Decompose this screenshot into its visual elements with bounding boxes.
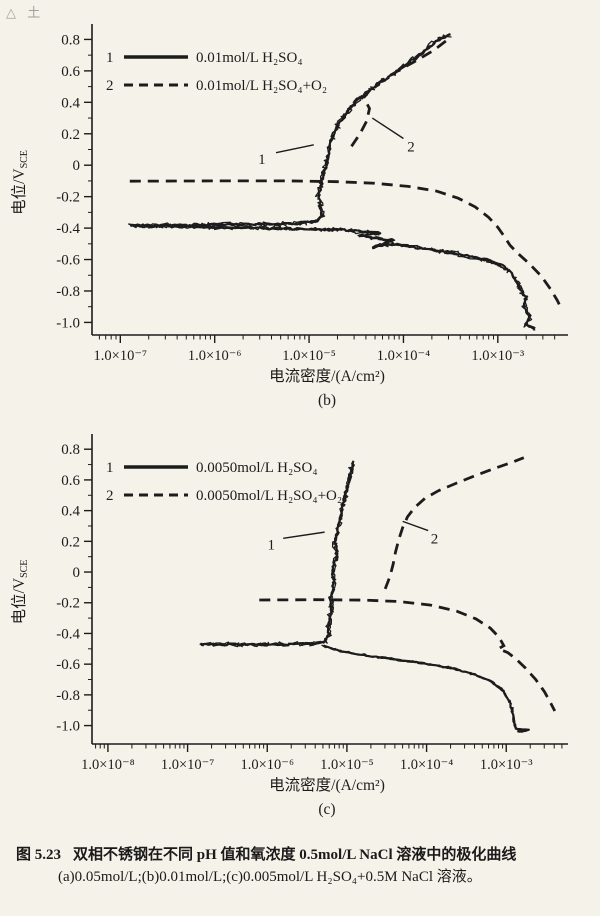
- polarization-chart-b: 0.8 0.6 0.4 0.2 0 -0.2 -0.4 -0.6 -0.8 -1.0 1.0×10⁻…: [10, 24, 568, 409]
- svg-text:1.0×10⁻⁴: 1.0×10⁻⁴: [400, 757, 454, 773]
- svg-text:电位/VSCE: 电位/VSCE: [10, 560, 30, 625]
- svg-text:2: 2: [407, 139, 415, 155]
- svg-text:(c): (c): [318, 801, 335, 818]
- svg-text:2: 2: [106, 488, 114, 504]
- svg-text:0.0050mol/L H₂SO₄: 0.0050mol/L H₂SO₄: [196, 460, 318, 476]
- svg-text:1.0×10⁻⁸: 1.0×10⁻⁸: [81, 757, 135, 773]
- svg-text:-0.2: -0.2: [56, 190, 80, 206]
- svg-text:0.0050mol/L H₂SO₄+O₂: 0.0050mol/L H₂SO₄+O₂: [196, 488, 342, 504]
- svg-text:-0.2: -0.2: [56, 596, 80, 612]
- svg-text:电位/VSCE: 电位/VSCE: [10, 150, 30, 215]
- figure-caption-line1: 图 5.23 双相不锈钢在不同 pH 值和氧浓度 0.5mol/L NaCl 溶液…: [16, 845, 586, 867]
- svg-text:0: 0: [73, 158, 81, 174]
- svg-text:0.8: 0.8: [61, 32, 80, 48]
- scan-artifact: △ 土: [6, 5, 45, 20]
- svg-text:1: 1: [106, 50, 114, 66]
- svg-text:-0.8: -0.8: [56, 688, 80, 704]
- svg-text:2: 2: [431, 531, 439, 547]
- svg-text:0.2: 0.2: [61, 127, 80, 143]
- svg-text:-0.8: -0.8: [56, 284, 80, 300]
- svg-text:-1.0: -1.0: [56, 719, 80, 735]
- figure-number: 图 5.23: [16, 847, 62, 863]
- svg-text:0.2: 0.2: [61, 534, 80, 550]
- svg-text:0: 0: [73, 565, 81, 581]
- svg-text:1.0×10⁻⁶: 1.0×10⁻⁶: [188, 348, 242, 364]
- svg-text:1.0×10⁻³: 1.0×10⁻³: [471, 348, 524, 364]
- svg-text:-0.6: -0.6: [56, 253, 80, 269]
- svg-text:-0.4: -0.4: [56, 221, 80, 237]
- svg-text:2: 2: [106, 78, 114, 94]
- svg-text:1.0×10⁻³: 1.0×10⁻³: [480, 757, 533, 773]
- svg-text:0.4: 0.4: [61, 504, 80, 520]
- svg-text:-0.6: -0.6: [56, 657, 80, 673]
- svg-text:1: 1: [106, 460, 114, 476]
- figure-title: 双相不锈钢在不同 pH 值和氧浓度 0.5mol/L NaCl 溶液中的极化曲线: [73, 847, 517, 863]
- svg-text:电流密度/(A/cm²): 电流密度/(A/cm²): [269, 367, 385, 385]
- polarization-chart-c: 0.8 0.6 0.4 0.2 0 -0.2 -0.4 -0.6 -0.8 -1.0 1.0×10⁻…: [10, 434, 568, 818]
- svg-text:-0.4: -0.4: [56, 626, 80, 642]
- svg-text:1.0×10⁻⁶: 1.0×10⁻⁶: [240, 757, 294, 773]
- svg-text:1: 1: [258, 152, 266, 168]
- svg-text:0.8: 0.8: [61, 442, 80, 458]
- svg-text:1.0×10⁻⁷: 1.0×10⁻⁷: [94, 348, 148, 364]
- svg-text:电流密度/(A/cm²): 电流密度/(A/cm²): [269, 776, 385, 794]
- svg-text:1.0×10⁻⁷: 1.0×10⁻⁷: [161, 757, 215, 773]
- svg-text:1.0×10⁻⁴: 1.0×10⁻⁴: [377, 348, 431, 364]
- svg-text:0.6: 0.6: [61, 473, 80, 489]
- svg-text:(b): (b): [318, 392, 336, 409]
- svg-text:0.4: 0.4: [61, 95, 80, 111]
- figure-caption-line2: (a)0.05mol/L;(b)0.01mol/L;(c)0.005mol/L …: [58, 868, 482, 885]
- figure-caption: 图 5.23 双相不锈钢在不同 pH 值和氧浓度 0.5mol/L NaCl 溶液…: [0, 835, 600, 889]
- svg-text:-1.0: -1.0: [56, 315, 80, 331]
- svg-text:1.0×10⁻⁵: 1.0×10⁻⁵: [282, 348, 336, 364]
- svg-text:0.01mol/L H₂SO₄+O₂: 0.01mol/L H₂SO₄+O₂: [196, 78, 327, 94]
- svg-text:0.01mol/L H₂SO₄: 0.01mol/L H₂SO₄: [196, 50, 303, 66]
- svg-text:1: 1: [267, 537, 275, 553]
- svg-text:1.0×10⁻⁵: 1.0×10⁻⁵: [320, 757, 374, 773]
- svg-text:0.6: 0.6: [61, 64, 80, 80]
